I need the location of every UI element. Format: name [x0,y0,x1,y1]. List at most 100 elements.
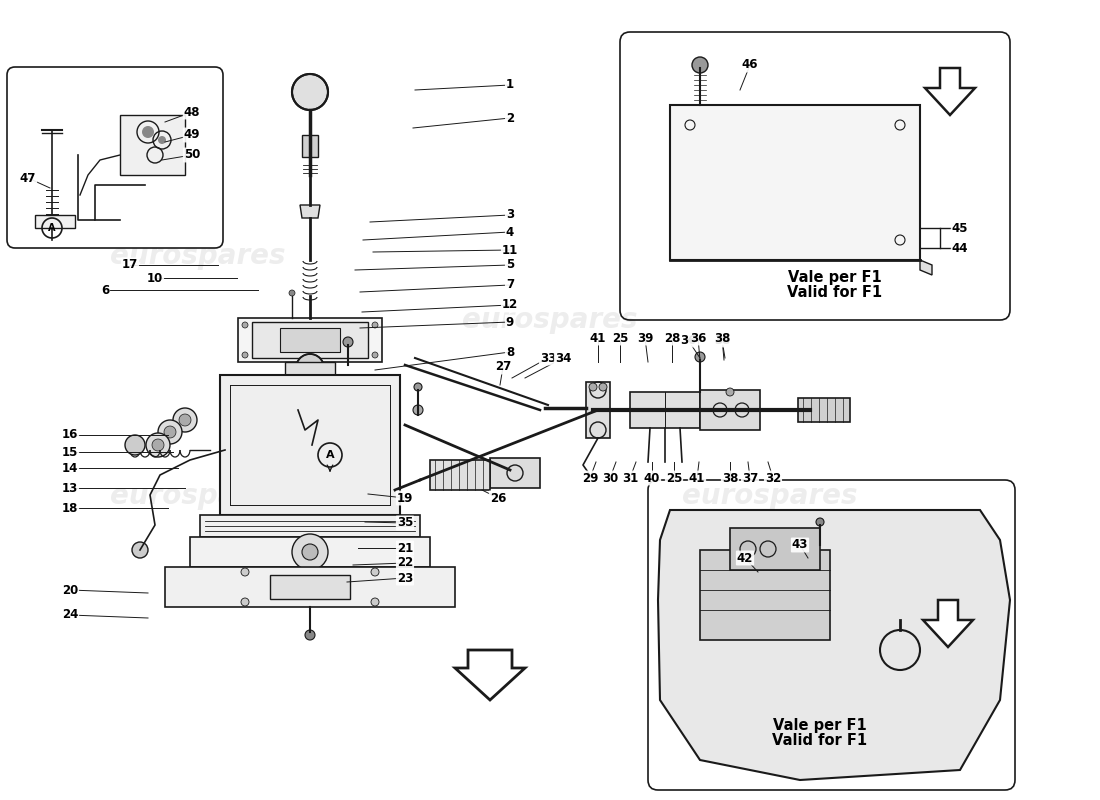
Circle shape [241,598,249,606]
Text: 29: 29 [582,471,598,485]
Polygon shape [285,362,336,375]
Text: 40: 40 [644,471,660,485]
Text: 5: 5 [506,258,514,271]
Text: 3: 3 [506,209,514,222]
Polygon shape [925,68,975,115]
Text: 30: 30 [602,471,618,485]
Polygon shape [455,650,525,700]
Text: 27: 27 [495,361,512,374]
Text: 33: 33 [540,351,557,365]
Circle shape [371,598,380,606]
Polygon shape [730,528,820,570]
Bar [302,135,318,157]
Circle shape [152,439,164,451]
Circle shape [305,630,315,640]
Circle shape [371,568,380,576]
Text: 37: 37 [741,471,758,485]
Circle shape [343,337,353,347]
Text: 9: 9 [506,315,514,329]
Circle shape [242,322,248,328]
Text: 18: 18 [62,502,78,514]
Text: Valid for F1: Valid for F1 [772,733,868,748]
Circle shape [292,534,328,570]
Polygon shape [252,322,368,358]
Text: 36: 36 [690,331,706,345]
Circle shape [302,544,318,560]
Circle shape [695,352,705,362]
Text: 26: 26 [490,491,506,505]
Circle shape [242,352,248,358]
Text: Vale per F1: Vale per F1 [788,270,882,285]
Polygon shape [238,318,382,362]
Text: 32: 32 [764,471,781,485]
Polygon shape [920,260,932,275]
Text: 41: 41 [689,471,705,485]
Text: 31: 31 [621,471,638,485]
Text: Vale per F1: Vale per F1 [773,718,867,733]
Text: 12: 12 [502,298,518,311]
Polygon shape [300,205,320,218]
Circle shape [296,354,324,382]
Circle shape [816,518,824,526]
Text: 22: 22 [397,557,414,570]
Circle shape [292,74,328,110]
Polygon shape [490,458,540,488]
Circle shape [289,290,295,296]
Polygon shape [220,375,400,515]
Circle shape [158,420,182,444]
Text: 23: 23 [397,571,414,585]
Circle shape [600,383,607,391]
Circle shape [241,568,249,576]
Circle shape [125,435,145,455]
Circle shape [146,433,170,457]
Text: 36: 36 [680,334,696,346]
Text: 46: 46 [741,58,758,71]
Text: 48: 48 [184,106,200,118]
Text: Valid for F1: Valid for F1 [788,285,882,300]
Circle shape [142,126,154,138]
Text: eurospares: eurospares [462,306,638,334]
Circle shape [132,542,148,558]
Text: 21: 21 [397,542,414,554]
Text: 49: 49 [184,129,200,142]
Text: 14: 14 [62,462,78,474]
Polygon shape [670,105,920,260]
Polygon shape [35,215,75,228]
Text: 11: 11 [502,243,518,257]
Text: 42: 42 [737,551,754,565]
Text: 19: 19 [397,491,414,505]
Polygon shape [280,328,340,352]
Text: 13: 13 [62,482,78,494]
Polygon shape [190,537,430,567]
Text: 35: 35 [397,517,414,530]
Polygon shape [658,510,1010,780]
Polygon shape [430,460,490,490]
Text: A: A [48,223,56,233]
Text: 7: 7 [506,278,514,291]
Circle shape [692,57,708,73]
Text: 38: 38 [722,471,738,485]
Circle shape [158,136,166,144]
Text: 34: 34 [554,351,571,365]
Text: A: A [326,450,334,460]
Text: 20: 20 [62,583,78,597]
Polygon shape [923,600,974,647]
Text: 44: 44 [952,242,968,254]
Circle shape [164,426,176,438]
Circle shape [372,322,378,328]
Text: 43: 43 [792,538,808,551]
Text: 25: 25 [612,331,628,345]
Circle shape [726,388,734,396]
Circle shape [588,383,597,391]
Polygon shape [270,575,350,599]
Text: eurospares: eurospares [110,242,286,270]
Text: 45: 45 [952,222,968,234]
Text: 38: 38 [714,331,730,345]
Circle shape [412,405,424,415]
Polygon shape [630,392,700,428]
Text: 47: 47 [20,171,36,185]
Polygon shape [700,390,760,430]
Polygon shape [165,567,455,607]
Text: 15: 15 [62,446,78,458]
Circle shape [414,383,422,391]
